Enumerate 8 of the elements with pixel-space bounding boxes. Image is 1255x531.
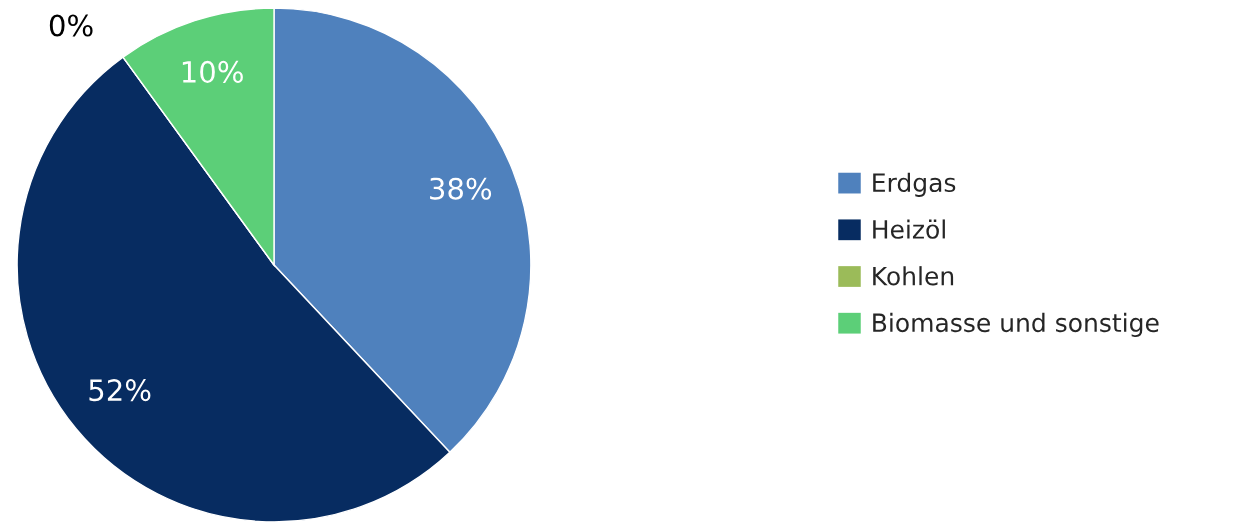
- legend-label: Heizöl: [873, 219, 945, 239]
- legend-label: Erdgas: [873, 172, 956, 197]
- legend-label: Kohlen: [873, 266, 954, 286]
- text: 0%: [49, 14, 93, 37]
- data-label: 10%: [182, 60, 243, 83]
- data-label: 38%: [430, 177, 492, 200]
- legend-label: Biomasse und sonstige: [873, 312, 1159, 338]
- data-label: 52%: [89, 379, 151, 402]
